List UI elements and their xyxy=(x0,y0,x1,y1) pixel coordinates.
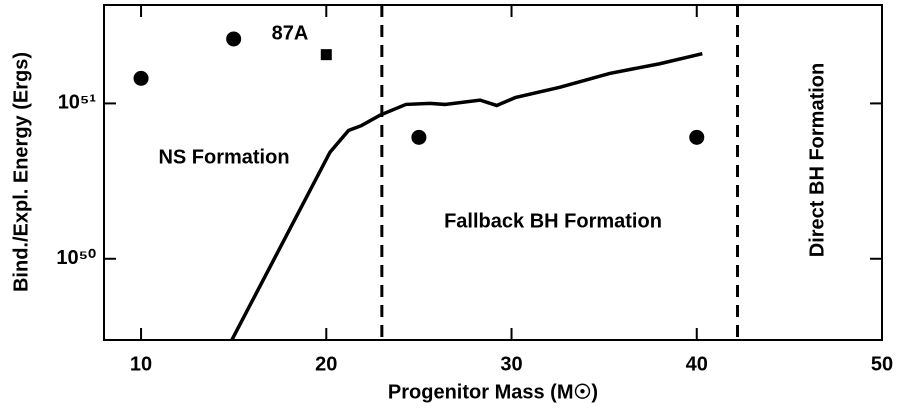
x-tick-label: 40 xyxy=(686,353,708,375)
annotation: 87A xyxy=(272,22,309,44)
plot-frame xyxy=(103,4,883,341)
y-axis-label: Bind./Expl. Energy (Ergs) xyxy=(10,52,32,292)
annotation: Direct BH Formation xyxy=(806,63,828,257)
curve xyxy=(230,51,703,340)
circle-point xyxy=(133,70,149,86)
annotation: Fallback BH Formation xyxy=(444,210,662,232)
y-tick-label: 10⁵¹ xyxy=(58,92,97,114)
x-tick-label: 30 xyxy=(500,353,522,375)
circle-point xyxy=(689,129,705,145)
x-tick-label: 10 xyxy=(130,353,152,375)
annotation: NS Formation xyxy=(158,146,289,168)
x-axis-label: Progenitor Mass (M☉) xyxy=(388,381,598,403)
x-tick-label: 20 xyxy=(315,353,337,375)
circle-point xyxy=(226,31,242,47)
square-point xyxy=(320,49,332,61)
y-tick-label: 10⁵⁰ xyxy=(56,247,96,269)
x-tick-label: 50 xyxy=(871,353,893,375)
circle-point xyxy=(411,129,427,145)
